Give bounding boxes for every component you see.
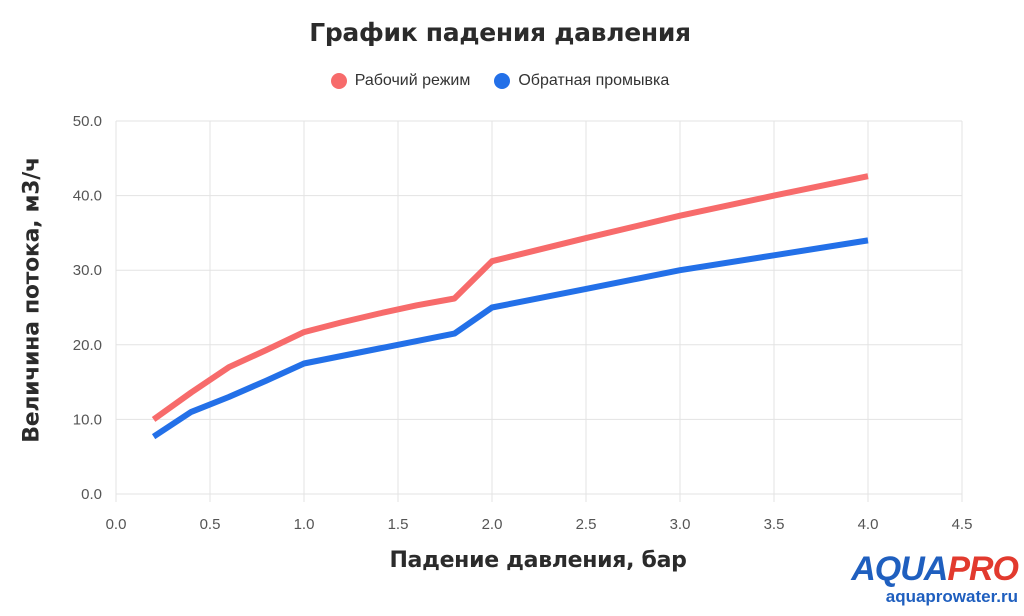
logo-aqua: AQUA <box>851 550 948 588</box>
y-tick-label: 10.0 <box>73 411 102 428</box>
x-tick-label: 3.0 <box>670 516 691 533</box>
x-tick-label: 4.0 <box>858 516 879 533</box>
legend: Рабочий режим Обратная промывка <box>0 72 1000 90</box>
legend-label-working-mode: Рабочий режим <box>354 72 471 89</box>
x-tick-label: 3.5 <box>764 516 785 533</box>
x-tick-label: 0.5 <box>200 516 221 533</box>
y-axis-title: Величина потока, м3/ч <box>19 157 45 443</box>
logo-pro: PRO <box>947 550 1019 588</box>
y-tick-label: 40.0 <box>73 188 102 205</box>
legend-dot-working-mode <box>330 73 347 89</box>
legend-item-backwash[interactable]: Обратная промывка <box>494 72 669 90</box>
legend-dot-backwash <box>494 73 511 89</box>
x-tick-labels: 0.0 0.5 1.0 1.5 2.0 2.5 3.0 3.5 4.0 4.5 <box>106 516 973 533</box>
y-tick-label: 50.0 <box>73 113 102 130</box>
series-line-0 <box>151 173 869 422</box>
x-axis-title: Падение давления, бар <box>389 548 687 573</box>
series-lines <box>151 173 869 440</box>
x-tick-label: 2.0 <box>482 516 503 533</box>
chart-title: График падения давления <box>309 18 691 47</box>
aquapro-logo: AQUAPRO aquaprowater.ru <box>851 550 1019 606</box>
x-tick-label: 1.5 <box>388 516 409 533</box>
series-line-1 <box>151 237 869 440</box>
x-tick-label: 4.5 <box>952 516 973 533</box>
y-tick-label: 30.0 <box>73 262 102 279</box>
y-tick-labels: 0.0 10.0 20.0 30.0 40.0 50.0 <box>73 113 102 503</box>
legend-item-working-mode[interactable]: Рабочий режим <box>330 72 471 90</box>
legend-label-backwash: Обратная промывка <box>518 72 670 89</box>
x-tick-label: 0.0 <box>106 516 127 533</box>
logo-url: aquaprowater.ru <box>885 587 1018 606</box>
y-tick-label: 0.0 <box>81 486 102 503</box>
logo-wordmark: AQUAPRO <box>851 550 1019 588</box>
grid-lines <box>115 120 963 502</box>
x-tick-label: 2.5 <box>576 516 597 533</box>
y-tick-label: 20.0 <box>73 337 102 354</box>
x-tick-label: 1.0 <box>294 516 315 533</box>
